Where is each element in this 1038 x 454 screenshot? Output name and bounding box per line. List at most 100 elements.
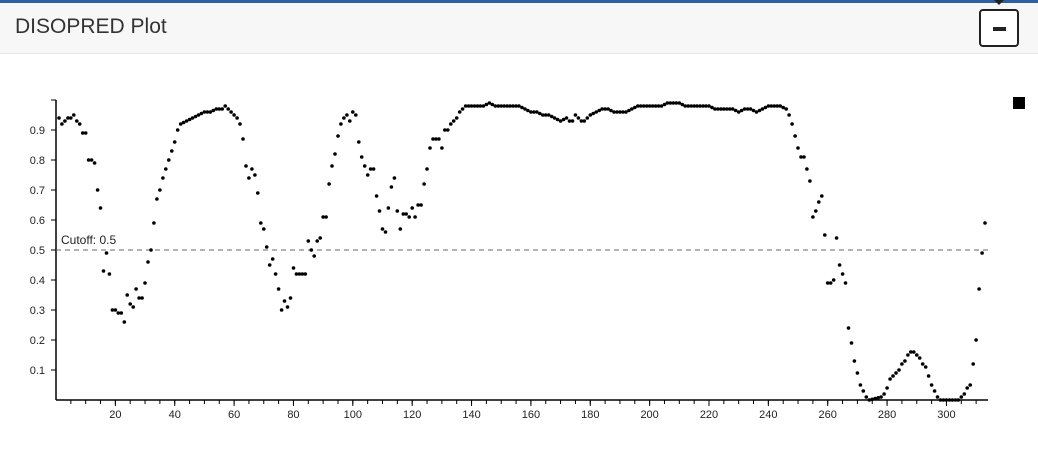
- data-point: [440, 146, 444, 150]
- data-point: [318, 236, 323, 240]
- data-point: [161, 176, 165, 180]
- data-point: [843, 281, 848, 285]
- x-tick-label: 220: [700, 409, 718, 421]
- data-point: [484, 102, 489, 107]
- data-point: [692, 104, 696, 108]
- data-point: [244, 164, 248, 168]
- data-point: [451, 119, 456, 123]
- data-point: [817, 200, 821, 204]
- data-point: [814, 209, 818, 213]
- data-point: [920, 362, 925, 366]
- data-point: [695, 104, 699, 108]
- data-point: [351, 110, 355, 114]
- data-point: [938, 398, 943, 402]
- data-point: [653, 104, 658, 108]
- data-point: [83, 131, 88, 135]
- data-point: [698, 104, 702, 108]
- data-point: [543, 113, 548, 117]
- data-point: [336, 134, 340, 138]
- data-point: [538, 111, 542, 116]
- data-point: [935, 395, 940, 399]
- data-point: [828, 281, 833, 285]
- x-tick-label: 200: [640, 409, 658, 421]
- data-point: [784, 107, 788, 111]
- data-point: [861, 389, 866, 393]
- data-point: [208, 110, 213, 114]
- data-point: [345, 113, 349, 117]
- data-point: [736, 110, 741, 114]
- data-point: [636, 104, 640, 108]
- data-point: [247, 176, 251, 180]
- data-point: [968, 383, 972, 387]
- disopred-chart: 0.1 0.2 0.3 0.4 0.5 0.6 0.7 0.8 0.9 20 40 60 80 100 12…: [30, 97, 1025, 421]
- data-point: [650, 104, 655, 108]
- data-point: [395, 209, 400, 213]
- data-point: [131, 305, 135, 309]
- data-point: [983, 221, 987, 225]
- data-point: [92, 161, 97, 165]
- data-point: [799, 155, 803, 159]
- data-point: [69, 116, 73, 120]
- data-point: [745, 107, 750, 111]
- data-point: [615, 110, 619, 114]
- data-point: [630, 107, 634, 111]
- data-point: [362, 164, 367, 168]
- data-point: [437, 137, 441, 141]
- data-point: [722, 107, 726, 111]
- data-point: [235, 116, 239, 120]
- data-point: [122, 320, 127, 324]
- data-point: [520, 105, 524, 110]
- data-point: [493, 104, 498, 108]
- data-point: [570, 119, 575, 123]
- collapse-button[interactable]: [979, 9, 1019, 47]
- data-point: [86, 158, 91, 162]
- data-point: [158, 188, 162, 192]
- data-point: [754, 110, 759, 114]
- data-point: [567, 119, 572, 123]
- data-point: [947, 398, 952, 402]
- data-point: [594, 110, 598, 114]
- x-tick-label: 60: [228, 409, 240, 421]
- data-point: [612, 110, 616, 114]
- y-tick-label: 0.6: [30, 215, 45, 227]
- data-point: [152, 221, 156, 225]
- data-point: [143, 281, 147, 285]
- data-point: [457, 110, 462, 114]
- data-point: [796, 146, 800, 150]
- data-point: [116, 311, 121, 315]
- data-point: [431, 137, 435, 141]
- x-tick-label: 140: [462, 409, 480, 421]
- x-tick-label: 240: [759, 409, 777, 421]
- data-point: [294, 272, 299, 276]
- data-point: [549, 114, 554, 119]
- data-point: [603, 107, 607, 111]
- x-tick-label: 300: [937, 409, 955, 421]
- data-point: [858, 383, 863, 387]
- data-point: [389, 185, 394, 189]
- data-point: [725, 107, 729, 111]
- data-point: [766, 104, 771, 108]
- data-point: [855, 371, 860, 375]
- data-point: [763, 105, 768, 110]
- data-point: [365, 173, 370, 177]
- data-point: [359, 155, 364, 159]
- data-point: [410, 206, 415, 210]
- data-point: [241, 137, 245, 141]
- data-point: [644, 104, 649, 108]
- data-point: [517, 104, 521, 108]
- data-point: [155, 197, 159, 201]
- data-point: [75, 119, 79, 123]
- data-point: [443, 128, 447, 132]
- data-point: [647, 104, 652, 108]
- data-point: [671, 101, 676, 105]
- data-point: [187, 117, 192, 122]
- data-point: [900, 362, 904, 366]
- data-point: [555, 117, 560, 122]
- data-point: [962, 392, 967, 396]
- minus-icon: [993, 27, 1006, 31]
- data-point: [490, 102, 495, 107]
- data-point: [852, 359, 857, 363]
- data-point: [446, 128, 450, 132]
- data-point: [778, 104, 782, 108]
- data-point: [134, 287, 138, 291]
